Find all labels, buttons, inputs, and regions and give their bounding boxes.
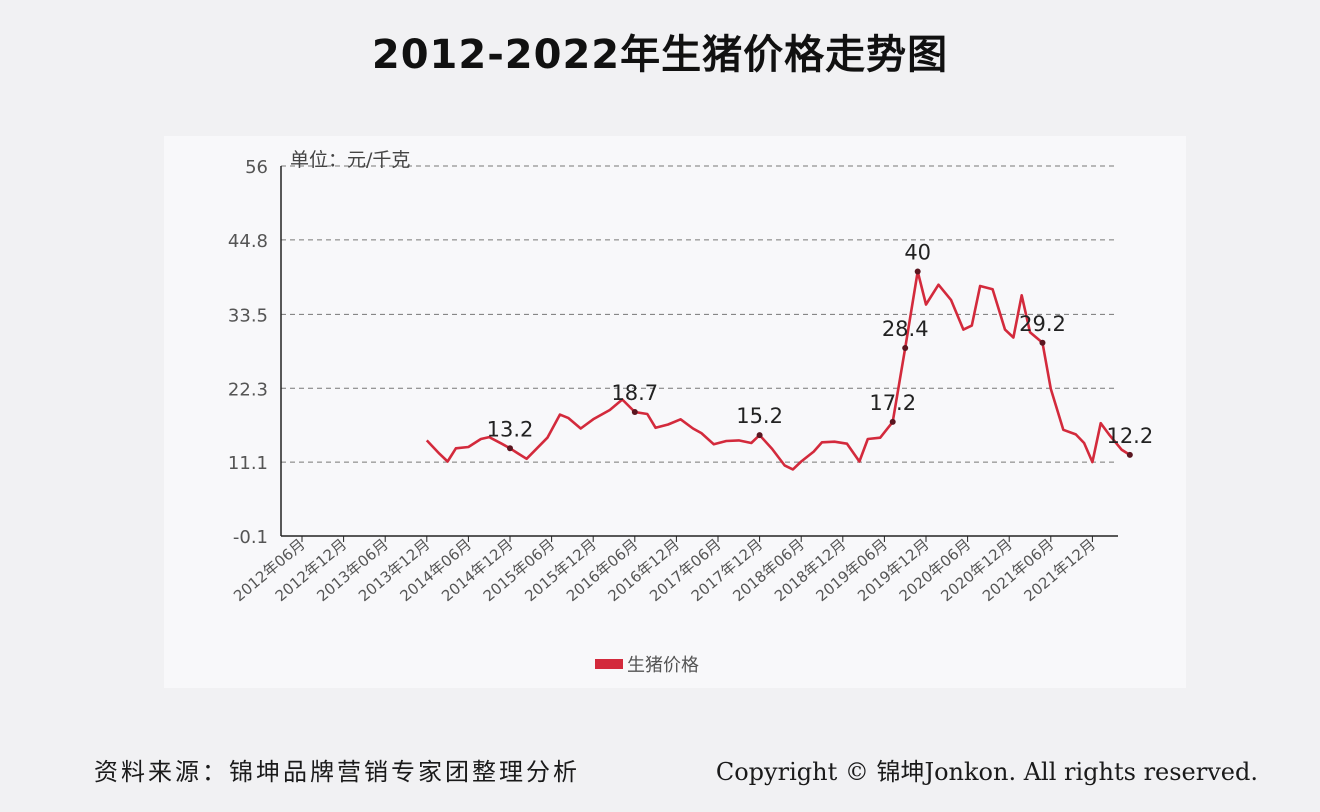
y-tick-label: -0.1 — [233, 527, 268, 548]
data-point-marker — [756, 432, 763, 439]
grid-lines — [281, 165, 1118, 463]
data-point-marker — [902, 345, 909, 352]
data-point-marker — [631, 409, 638, 416]
data-label: 40 — [904, 241, 931, 265]
data-point-marker — [889, 418, 896, 425]
legend: 生猪价格 — [595, 655, 699, 676]
series — [425, 270, 1131, 471]
y-tick-label: 11.1 — [228, 453, 268, 474]
legend-swatch — [595, 659, 623, 669]
data-point-marker — [1039, 339, 1046, 346]
chart-title: 2012-2022年生猪价格走势图 — [371, 32, 949, 78]
data-label: 29.2 — [1019, 312, 1066, 336]
data-label: 18.7 — [611, 381, 658, 405]
data-label: 28.4 — [882, 317, 929, 341]
y-tick-label: 44.8 — [228, 231, 268, 252]
data-point-marker — [507, 445, 513, 452]
data-labels: 13.2 18.7 15.2 17.2 28.4 40 29.2 12.2 — [487, 241, 1153, 458]
y-tick-label: 56 — [245, 157, 268, 178]
legend-label: 生猪价格 — [627, 655, 699, 676]
data-point-marker — [1126, 451, 1133, 458]
data-label: 15.2 — [736, 404, 783, 428]
data-label: 13.2 — [487, 417, 534, 441]
y-tick-labels: -0.1 11.1 22.3 33.5 44.8 56 — [228, 157, 268, 548]
chart-panel: -0.1 11.1 22.3 33.5 44.8 56 2012年06月 2012年12月 2… — [164, 136, 1186, 688]
footer-copyright: Copyright © 锦坤Jonkon. All rights reserve… — [715, 758, 1258, 786]
x-tick-labels: 2012年06月2012年12月2013年06月2013年12月2014年06月… — [230, 535, 1099, 605]
y-tick-label: 22.3 — [228, 379, 268, 400]
data-label: 12.2 — [1106, 424, 1153, 448]
line-chart: -0.1 11.1 22.3 33.5 44.8 56 2012年06月2012年12月2… — [228, 149, 1153, 676]
series-line — [425, 270, 1131, 471]
data-point-marker — [914, 268, 921, 275]
y-tick-label: 33.5 — [228, 305, 268, 326]
data-label: 17.2 — [869, 391, 916, 415]
axes — [280, 166, 1118, 537]
unit-label: 单位：元/千克 — [290, 149, 410, 171]
footer-source: 资料来源：锦坤品牌营销专家团整理分析 — [94, 758, 580, 786]
